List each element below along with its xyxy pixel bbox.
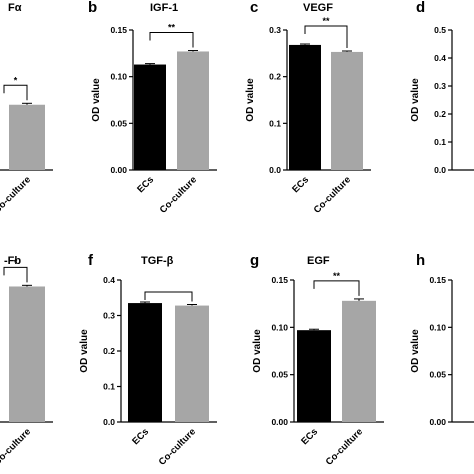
panel-f: f TGF-β 0.0 0.1 0.2 0.3 0.4 OD value ECs Co-cultu… — [79, 252, 217, 468]
x-category-label: Co-culture — [0, 174, 33, 215]
y-tick-label: 0.4 — [103, 275, 115, 285]
x-category-label: ECs — [290, 174, 311, 195]
y-tick-label: 0.10 — [429, 322, 446, 332]
x-category-label: Co-culture — [157, 426, 198, 467]
y-tick-label: 0.1 — [103, 382, 115, 392]
y-axis-label: OD value — [252, 329, 263, 373]
significance-mark: * — [14, 257, 18, 267]
bar-co-culture — [177, 51, 209, 170]
y-tick-label: 0.15 — [429, 275, 446, 285]
panel-g: g EGF 0.00 0.05 0.10 0.15 OD value ECs Co-cultur… — [250, 252, 384, 468]
x-category-label: Co-culture — [0, 426, 33, 467]
y-tick-label: 0.0 — [434, 165, 446, 175]
bar-ecs — [128, 303, 162, 422]
panel-letter: g — [250, 252, 259, 269]
y-tick-label: 0.10 — [110, 72, 127, 82]
y-tick-label: 0.2 — [103, 346, 115, 356]
significance-mark: ** — [168, 23, 176, 33]
panel-e: -Fb Co-culture * — [0, 255, 53, 468]
y-tick-label: 0.1 — [269, 118, 281, 128]
chart-title: VEGF — [303, 2, 333, 14]
y-tick-label: 0.4 — [434, 53, 446, 63]
panel-d: d 0.0 0.1 0.2 0.3 0.4 0.5 OD value — [410, 0, 474, 175]
y-tick-label: 0.3 — [103, 311, 115, 321]
y-tick-label: 0.15 — [110, 25, 127, 35]
bar-co-culture — [175, 305, 209, 422]
x-category-label: Co-culture — [312, 174, 353, 215]
panel-letter: b — [88, 0, 97, 16]
y-axis-label: OD value — [245, 78, 256, 122]
panel-letter: f — [88, 252, 94, 269]
bar-ecs — [297, 330, 331, 422]
bar-ecs — [289, 44, 321, 170]
y-axis-label: OD value — [410, 78, 421, 122]
y-tick-label: 0.05 — [271, 370, 288, 380]
y-tick-label: 0.00 — [110, 165, 127, 175]
bar-co-culture — [9, 104, 45, 170]
panel-letter: d — [416, 0, 425, 16]
x-category-label: ECs — [299, 426, 320, 447]
bar-co-culture — [342, 300, 376, 422]
significance-mark: ** — [333, 271, 341, 281]
y-axis-label: OD value — [91, 78, 102, 122]
significance-mark: ** — [322, 16, 330, 26]
panel-a: Fα Co-culture * — [0, 2, 53, 216]
y-tick-label: 0.2 — [434, 109, 446, 119]
y-tick-label: 0.5 — [434, 25, 446, 35]
chart-title: EGF — [307, 255, 330, 267]
x-category-label: Co-culture — [324, 426, 365, 467]
y-tick-label: 0.05 — [429, 370, 446, 380]
panel-letter: h — [416, 252, 425, 269]
y-tick-label: 0.3 — [269, 25, 281, 35]
panel-c: c VEGF 0.0 0.1 0.2 0.3 OD value ECs Co-culture ** — [245, 0, 371, 216]
y-tick-label: 0.10 — [271, 322, 288, 332]
y-tick-label: 0.0 — [103, 417, 115, 427]
y-axis-label: OD value — [410, 329, 421, 373]
y-tick-label: 0.1 — [434, 137, 446, 147]
significance-bracket — [3, 266, 28, 283]
panel-b: b IGF-1 0.00 0.05 0.10 0.15 OD value ECs Co-cult… — [88, 0, 217, 216]
x-category-label: ECs — [135, 174, 156, 195]
bar-co-culture — [331, 51, 363, 170]
chart-title: -Fb — [4, 255, 21, 267]
chart-title: TGF-β — [141, 255, 174, 267]
y-tick-label: 0.00 — [271, 417, 288, 427]
significance-mark: * — [14, 75, 18, 85]
y-tick-label: 0.0 — [269, 165, 281, 175]
y-tick-label: 0.00 — [429, 417, 446, 427]
chart-title: IGF-1 — [150, 2, 178, 14]
y-tick-label: 0.3 — [434, 81, 446, 91]
panel-letter: c — [250, 0, 258, 16]
chart-title: Fα — [8, 2, 22, 14]
significance-bracket — [149, 32, 194, 48]
x-category-label: ECs — [130, 426, 151, 447]
significance-bracket — [3, 84, 28, 101]
bar-co-culture — [9, 286, 45, 422]
bar-ecs — [134, 64, 166, 170]
y-tick-label: 0.2 — [269, 72, 281, 82]
panel-h: h 0.00 0.05 0.10 0.15 OD value — [410, 252, 474, 427]
y-axis-label: OD value — [79, 329, 90, 373]
significance-bracket — [304, 25, 348, 48]
y-tick-label: 0.15 — [271, 275, 288, 285]
significance-bracket — [313, 280, 360, 296]
significance-bracket — [144, 291, 193, 302]
x-category-label: Co-culture — [158, 174, 199, 215]
y-tick-label: 0.05 — [110, 118, 127, 128]
